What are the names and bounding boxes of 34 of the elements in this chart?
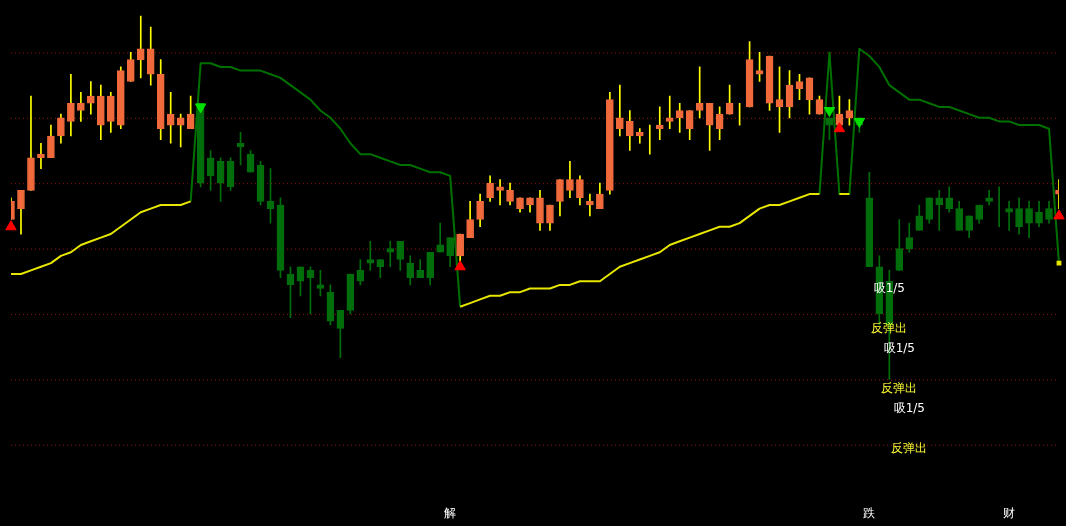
candlestick <box>176 113 185 148</box>
x-tick-label: 解 <box>444 505 457 520</box>
candlestick <box>616 84 624 137</box>
candlestick <box>655 106 664 140</box>
candlestick <box>1005 201 1013 231</box>
candlestick <box>496 179 504 206</box>
candlestick <box>436 222 445 253</box>
candlestick <box>136 15 145 79</box>
point <box>454 260 466 271</box>
candlestick <box>386 240 395 268</box>
candlestick <box>366 240 375 271</box>
annotation: 吸1/5 <box>883 340 915 355</box>
candlestick <box>635 128 644 144</box>
point <box>194 103 207 114</box>
candlestick <box>586 193 594 217</box>
candlestick <box>166 92 175 144</box>
candlestick <box>675 102 684 133</box>
candlestick <box>37 142 45 169</box>
point <box>823 107 836 118</box>
text: 反弹出 <box>881 380 918 395</box>
annotation: 反弹出 <box>871 320 908 335</box>
candlestick <box>87 81 95 115</box>
candlestick <box>695 66 704 119</box>
point <box>5 220 17 231</box>
annotation: 吸1/5 <box>873 280 905 295</box>
candlestick <box>665 95 674 130</box>
candlestick <box>935 190 944 231</box>
x-tick-label: 跌 <box>863 505 876 520</box>
text: 反弹出 <box>891 440 928 455</box>
x-tick-label: 财 <box>1003 505 1016 520</box>
point <box>1053 209 1065 220</box>
point <box>1056 260 1062 266</box>
candlestick <box>77 92 85 122</box>
text: 吸1/5 <box>893 400 925 415</box>
